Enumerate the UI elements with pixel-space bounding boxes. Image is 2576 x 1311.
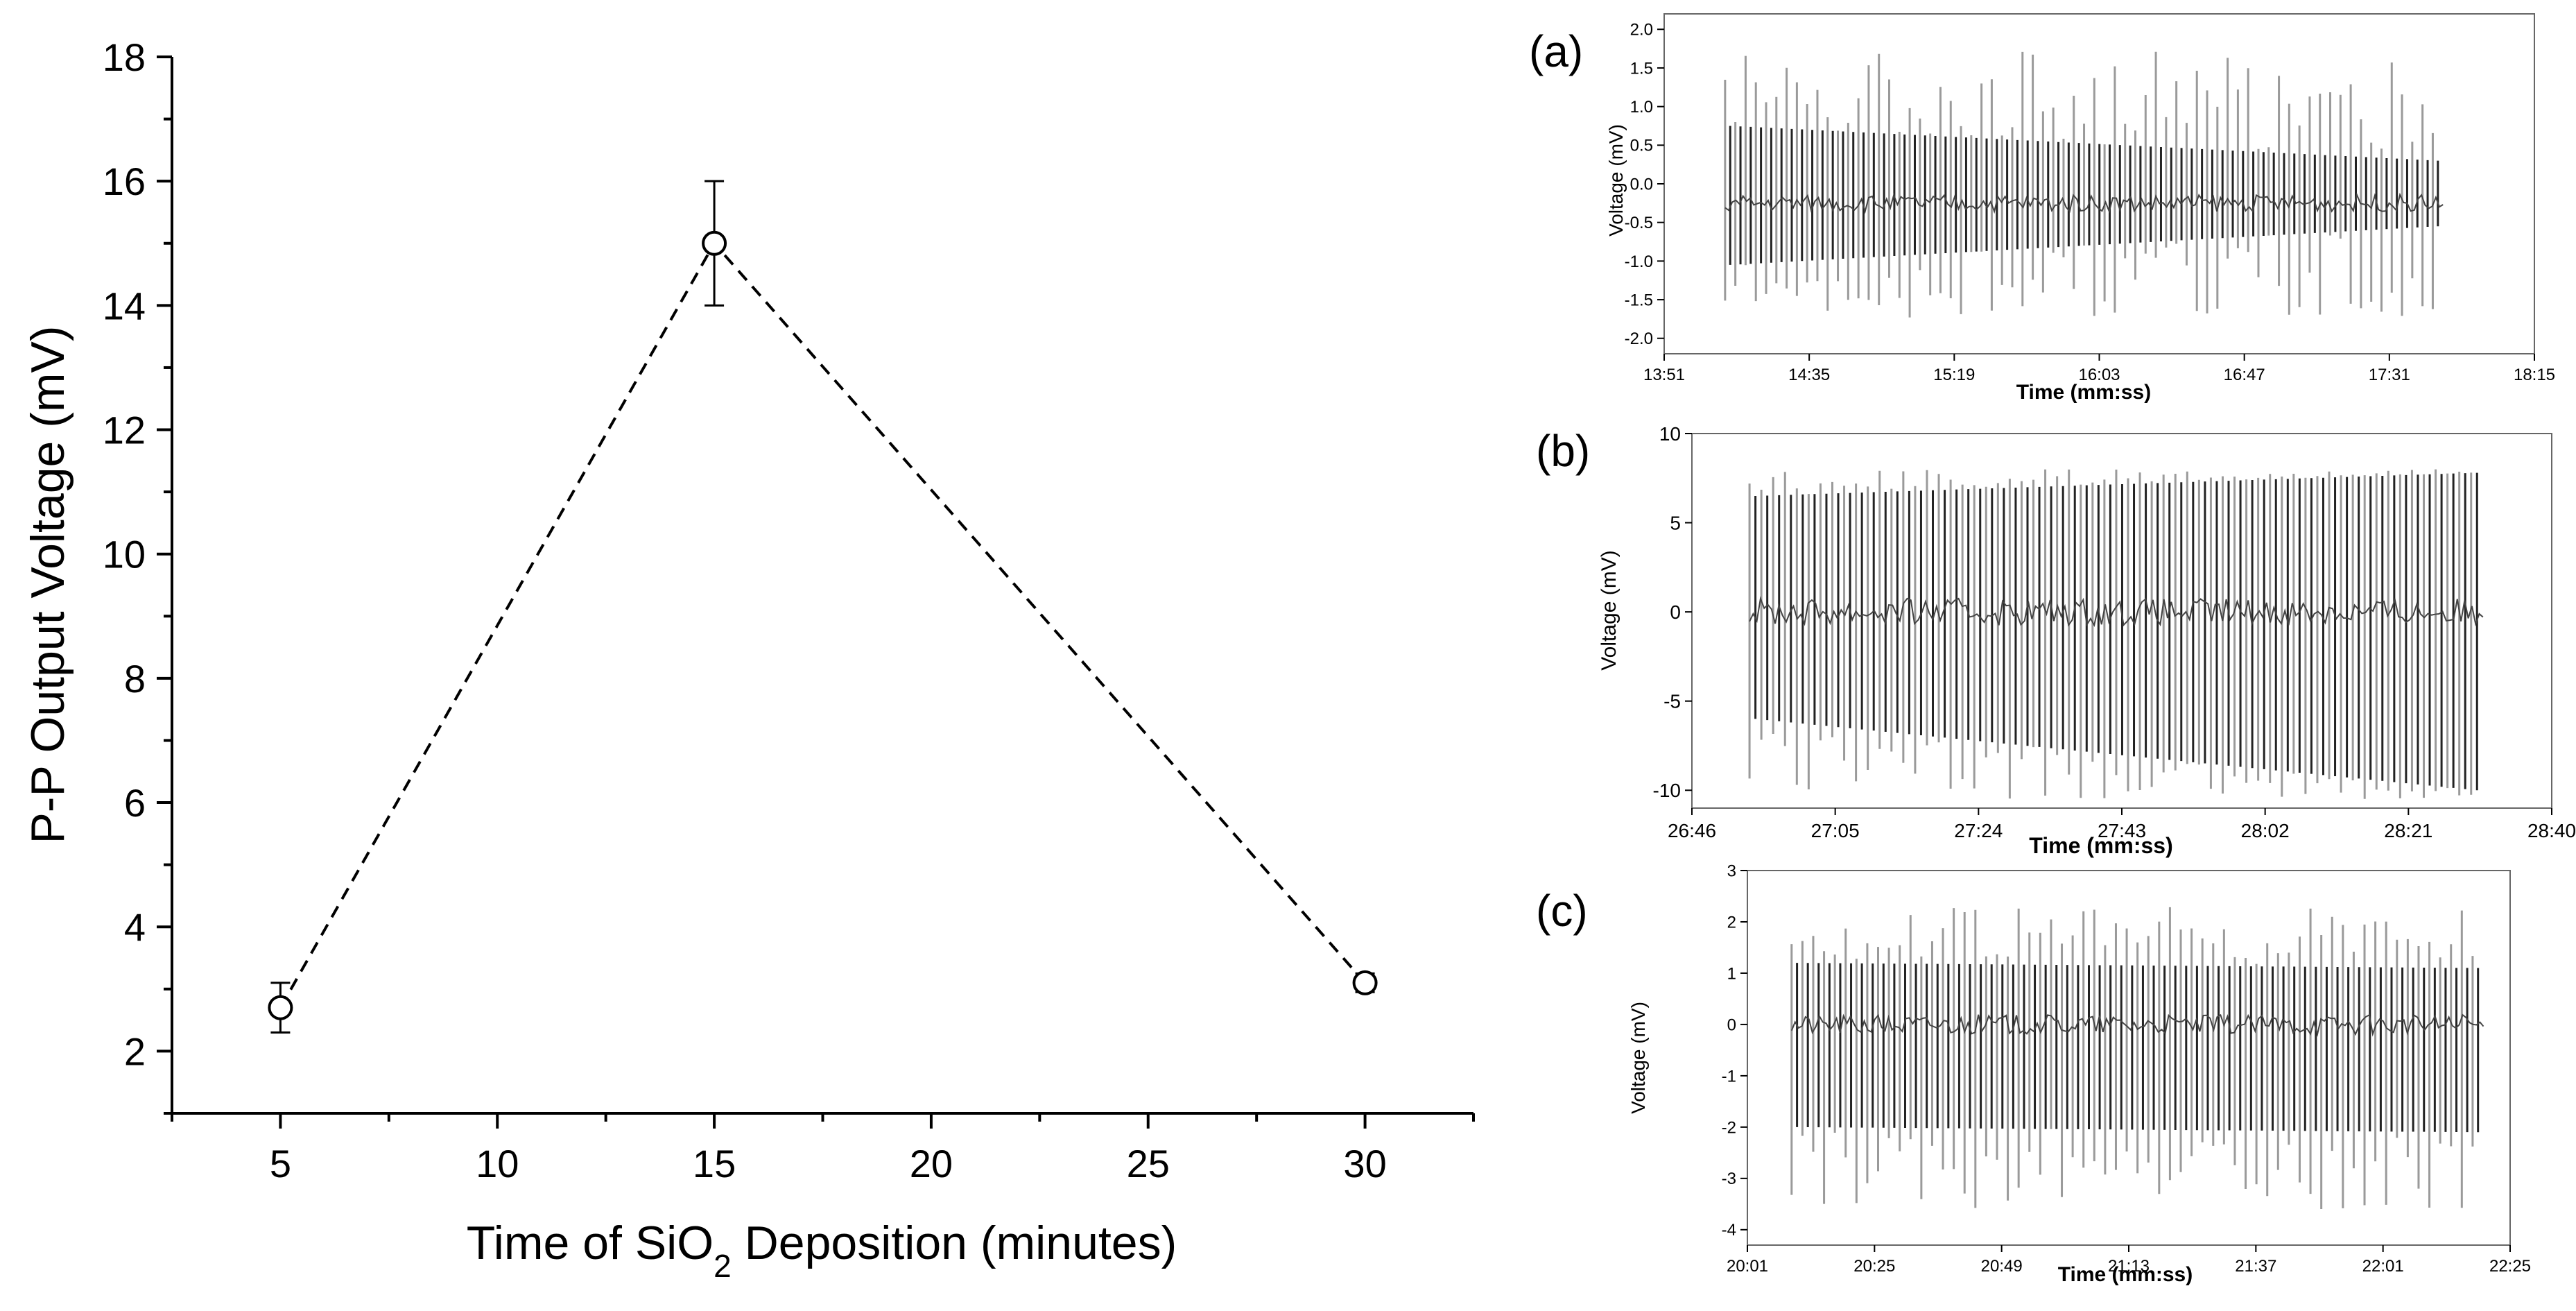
panel-y-tick-label: -2: [1722, 1118, 1736, 1137]
main-y-tick-label: 4: [124, 905, 146, 949]
main-data-point: [268, 995, 293, 1020]
panel-signal-core: [1796, 963, 2480, 1133]
main-series-line: [279, 241, 1367, 1009]
main-y-ticks: 2 4 6 8 10 12 14 16 18: [103, 35, 172, 1115]
panel-y-tick-label: 1.5: [1630, 59, 1653, 78]
panel-c-y-axis-label: Voltage (mV): [1627, 1002, 1649, 1114]
panel-y-tick-label: 2.0: [1630, 21, 1653, 40]
panel-x-tick-label: 22:01: [2362, 1257, 2404, 1276]
main-x-tick-label: 30: [1343, 1142, 1386, 1185]
panel-y-tick-label: 5: [1670, 512, 1681, 533]
panel-y-tick-label: -5: [1663, 691, 1681, 712]
panel-y-tick-label: -10: [1653, 780, 1681, 801]
panel-b-x-axis-label: Time (mm:ss): [2029, 833, 2172, 858]
main-x-tick-label: 5: [270, 1142, 291, 1185]
panel-signal-core: [1729, 126, 2439, 265]
panel-y-tick-label: -0.5: [1625, 214, 1653, 232]
main-y-tick-label: 14: [103, 284, 146, 327]
panel-y-tick-label: 0: [1670, 601, 1681, 623]
panel-x-tick-label: 27:43: [2098, 820, 2146, 841]
panel-y-tick-label: -2.0: [1625, 329, 1653, 348]
main-x-tick-label: 10: [476, 1142, 519, 1185]
panel-x-tick-label: 20:49: [1981, 1257, 2023, 1276]
panel-x-tick-label: 27:05: [1811, 820, 1860, 841]
main-series-points: [268, 180, 1378, 1034]
panel-y-tick-label: 10: [1659, 423, 1681, 445]
panel-b: (b) Voltage (mV) Time (mm:ss) -10 -5 0 5 10 2…: [1536, 423, 2576, 858]
panel-y-tick-label: 2: [1727, 913, 1736, 932]
panel-a: (a) Voltage (mV) Time (mm:ss) -2.0 -1.5 -1…: [1529, 13, 2555, 404]
panel-a-plot: -2.0 -1.5 -1.0 -0.5 0.0 0.5 1.0 1.5 2.0 13:51 14:3…: [1625, 13, 2555, 384]
main-x-axis-label-sub: 2: [714, 1248, 732, 1284]
main-y-tick-label: 8: [124, 657, 146, 701]
main-y-tick-label: 2: [124, 1029, 146, 1073]
panel-y-tick-label: -1.5: [1625, 291, 1653, 309]
panel-b-plot: -10 -5 0 5 10 26:46 27:05 27:24 27:43 28:02 28:21 2…: [1653, 423, 2576, 841]
main-chart: 2 4 6 8 10 12 14 16 18 5 10 15 20 25 30 P-P Output Vo…: [21, 35, 1475, 1284]
panel-x-tick-label: 27:24: [1954, 820, 2003, 841]
panel-a-y-axis-label: Voltage (mV): [1605, 124, 1627, 237]
panel-c-label: (c): [1536, 886, 1588, 936]
main-x-axis-label: Time of SiO2 Deposition (minutes): [467, 1217, 1177, 1284]
main-x-axis-label-suffix: Deposition (minutes): [732, 1217, 1177, 1269]
panel-a-label: (a): [1529, 26, 1583, 76]
panel-x-tick-label: 13:51: [1643, 366, 1685, 384]
panel-signal-baseline: [1790, 1013, 2484, 1037]
panel-b-y-axis-label: Voltage (mV): [1598, 550, 1620, 670]
panel-x-tick-label: 22:25: [2489, 1257, 2531, 1276]
panel-y-tick-label: -4: [1722, 1221, 1736, 1240]
panel-x-tick-label: 16:03: [2078, 366, 2120, 384]
panel-signal-baseline: [1749, 596, 2484, 628]
panel-x-tick-label: 14:35: [1788, 366, 1830, 384]
main-x-ticks: 5 10 15 20 25 30: [171, 1113, 1475, 1185]
main-y-tick-label: 6: [124, 781, 146, 825]
panel-y-tick-label: 1.0: [1630, 98, 1653, 117]
panel-y-tick-label: 0.5: [1630, 137, 1653, 155]
main-y-tick-label: 10: [103, 533, 146, 576]
panel-x-tick-label: 26:46: [1668, 820, 1716, 841]
main-x-tick-label: 20: [910, 1142, 953, 1185]
main-y-axis-label: P-P Output Voltage (mV): [21, 325, 74, 843]
panel-x-tick-label: 28:40: [2527, 820, 2576, 841]
panel-x-tick-label: 17:31: [2369, 366, 2410, 384]
panel-x-tick-label: 16:47: [2224, 366, 2265, 384]
panel-y-tick-label: -3: [1722, 1169, 1736, 1188]
panel-b-label: (b): [1536, 426, 1590, 476]
panel-signal-spikes: [1790, 907, 2474, 1210]
main-x-tick-label: 25: [1127, 1142, 1170, 1185]
panel-y-tick-label: 1: [1727, 964, 1736, 983]
main-data-point: [1352, 970, 1378, 995]
panel-c-x-axis-label: Time (mm:ss): [2058, 1263, 2193, 1286]
panel-y-tick-label: -1.0: [1625, 252, 1653, 271]
main-y-tick-label: 18: [103, 35, 146, 79]
panel-y-tick-label: 3: [1727, 862, 1736, 880]
panel-x-tick-label: 20:25: [1853, 1257, 1895, 1276]
panel-y-tick-label: 0: [1727, 1016, 1736, 1034]
panel-x-tick-label: 28:21: [2384, 820, 2432, 841]
main-x-axis-label-prefix: Time of SiO: [467, 1217, 714, 1269]
panel-a-x-axis-label: Time (mm:ss): [2016, 381, 2152, 404]
panel-signal-spikes: [1748, 469, 2473, 799]
main-x-tick-label: 15: [693, 1142, 736, 1185]
panel-x-tick-label: 21:37: [2235, 1257, 2276, 1276]
main-y-tick-label: 16: [103, 160, 146, 203]
panel-x-tick-label: 21:13: [2108, 1257, 2150, 1276]
panel-c-plot: -4 -3 -2 -1 0 1 2 3 20:01 20:25 20:49 21:13 21:37 22:…: [1722, 862, 2531, 1276]
main-data-point: [702, 230, 727, 256]
panel-x-tick-label: 15:19: [1933, 366, 1975, 384]
panel-signal-baseline: [1724, 192, 2444, 214]
panel-y-tick-label: -1: [1722, 1067, 1736, 1086]
panel-x-tick-label: 18:15: [2514, 366, 2555, 384]
panel-x-tick-label: 20:01: [1727, 1257, 1768, 1276]
panel-x-tick-label: 28:02: [2241, 820, 2290, 841]
panel-c: (c) Voltage (mV) Time (mm:ss) -4 -3 -2 -1 0 1…: [1536, 862, 2531, 1286]
main-y-tick-label: 12: [103, 409, 146, 452]
panel-y-tick-label: 0.0: [1630, 175, 1653, 194]
